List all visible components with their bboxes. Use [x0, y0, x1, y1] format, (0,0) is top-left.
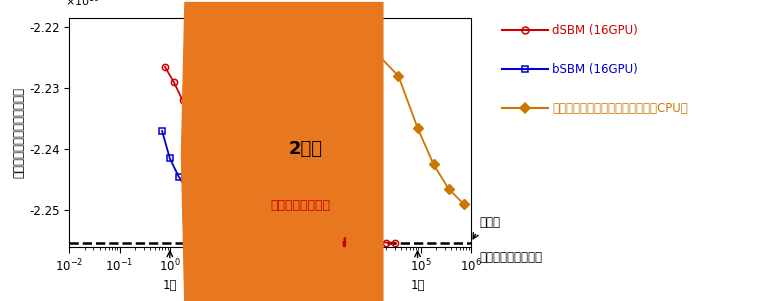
Text: 最適解にほぼ到達: 最適解にほぼ到達: [270, 199, 330, 212]
Text: bSBM (16GPU): bSBM (16GPU): [552, 63, 638, 76]
Text: 1日: 1日: [410, 279, 425, 292]
Text: 最適解: 最適解: [479, 216, 500, 228]
Text: 2万倍: 2万倍: [289, 140, 323, 158]
Text: dSBM (16GPU): dSBM (16GPU): [552, 23, 638, 37]
Text: $\times10^{10}$: $\times10^{10}$: [66, 0, 100, 9]
Text: 1分: 1分: [252, 279, 266, 292]
Text: 1時間: 1時間: [337, 279, 359, 292]
Text: 1秒: 1秒: [163, 279, 177, 292]
Y-axis label: 目的関数（小さいほど良い）: 目的関数（小さいほど良い）: [12, 87, 25, 178]
Text: （厳密解の推定値）: （厳密解の推定値）: [479, 251, 542, 264]
Text: シミュレーテッドアニーリング（CPU）: シミュレーテッドアニーリング（CPU）: [552, 102, 688, 115]
